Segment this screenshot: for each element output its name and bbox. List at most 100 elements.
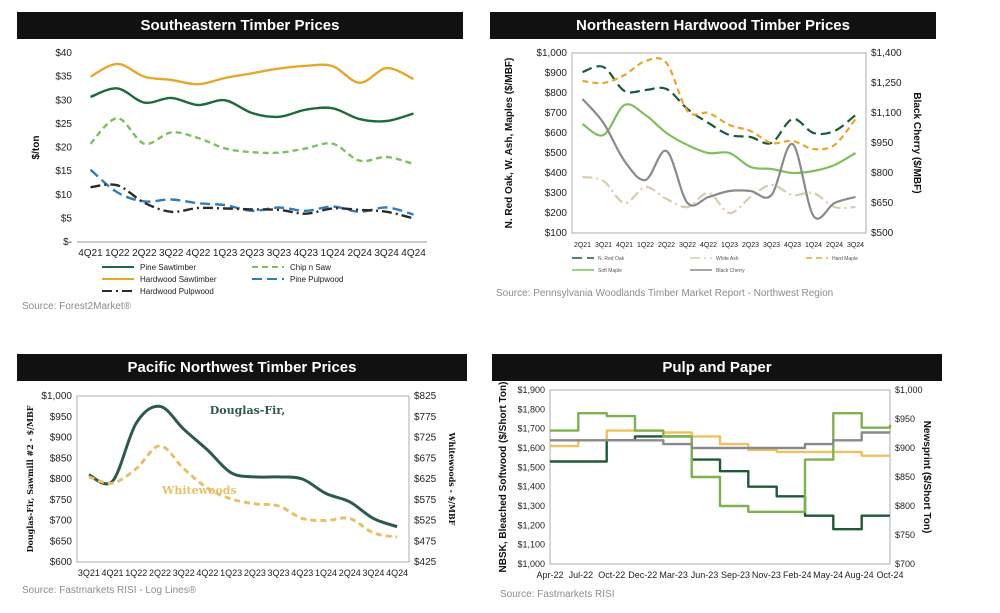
y-axis-label: NBSK, Bleached Softwood ($/Short Ton) [498, 382, 509, 573]
y2-tick-label: $950 [895, 414, 915, 424]
x-tick-label: 2Q22 [132, 248, 157, 259]
x-tick-label: 4Q24 [386, 568, 408, 578]
legend-label: Hardwood Sawtimber [140, 275, 217, 284]
pnw-chart-title: Pacific Northwest Timber Prices [17, 354, 467, 381]
y-tick-label: $5 [61, 213, 73, 224]
legend-label: N. Red Oak [598, 256, 625, 262]
y-tick-label: $200 [545, 208, 568, 219]
x-tick-label: 1Q23 [220, 568, 242, 578]
x-tick-label: 3Q24 [847, 242, 864, 249]
y-tick-label: $15 [55, 166, 72, 177]
x-tick-label: 3Q23 [267, 248, 292, 259]
y-tick-label: $100 [545, 228, 568, 239]
series-line-soft-maple [581, 103, 857, 175]
x-tick-label: 3Q22 [159, 248, 184, 259]
y2-tick-label: $1,000 [895, 385, 923, 395]
x-tick-label: 3Q21 [78, 568, 100, 578]
y2-tick-label: $900 [895, 443, 915, 453]
pulp-chart: $1,000 $1,100 $1,200 $1,300 $1,400 $1,500 $1,6… [498, 382, 932, 580]
y2-tick-label: $1,250 [871, 78, 902, 89]
y-tick-label: $900 [50, 433, 73, 444]
y-tick-label: $40 [55, 48, 72, 59]
x-tick-label: Apr-22 [536, 570, 563, 580]
x-tick-label: 3Q24 [362, 568, 384, 578]
y-tick-label: $1,300 [517, 501, 545, 511]
y2-tick-label: $500 [871, 228, 894, 239]
x-tick-label: Dec-22 [628, 570, 657, 580]
y-tick-label: $1,800 [517, 404, 545, 414]
x-tick-label: 2Q23 [244, 568, 266, 578]
pnw-source: Source: Fastmarkets RISI - Log Lines® [22, 585, 197, 596]
y-tick-label: $750 [50, 495, 73, 506]
series-line-hardwood-pulpwood [90, 183, 414, 220]
se-chart-title: Southeastern Timber Prices [17, 12, 463, 39]
y-tick-label: $600 [545, 128, 568, 139]
y2-tick-label: $850 [895, 472, 915, 482]
y2-axis-label: Black Cherry ($/MBF) [911, 92, 922, 193]
ne-chart-title: Northeastern Hardwood Timber Prices [490, 12, 936, 39]
y-tick-label: $1,200 [517, 520, 545, 530]
se-source: Source: Forest2Market® [22, 301, 132, 312]
y-tick-label: $1,000 [517, 559, 545, 569]
x-tick-label: 1Q23 [213, 248, 238, 259]
x-tick-label: 2Q22 [658, 242, 675, 249]
y-tick-label: $850 [50, 453, 73, 464]
x-tick-label: 1Q22 [125, 568, 147, 578]
y2-tick-label: $675 [414, 453, 437, 464]
y-tick-label: $25 [55, 119, 72, 130]
x-tick-label: 3Q24 [374, 248, 399, 259]
pulp-source: Source: Fastmarkets RISI [500, 589, 615, 600]
series-line-pine-pulpwood [89, 168, 414, 216]
y2-tick-label: $825 [414, 391, 437, 402]
x-tick-label: May-24 [813, 570, 843, 580]
y-tick-label: $700 [545, 108, 568, 119]
y2-tick-label: $800 [895, 501, 915, 511]
y-axis-label: $/ton [31, 136, 42, 160]
legend-label: Hardwood Pulpwood [140, 287, 214, 296]
legend-label: White Ash [716, 256, 739, 262]
x-tick-label: 4Q21 [78, 248, 103, 259]
y-tick-label: $- [63, 237, 72, 248]
x-tick-label: 2Q24 [347, 248, 372, 259]
x-tick-label: Oct-24 [876, 570, 903, 580]
y-tick-label: $400 [545, 168, 568, 179]
x-tick-label: 2Q24 [826, 242, 843, 249]
legend-label: Pine Sawtimber [140, 263, 196, 272]
pulp-chart-title: Pulp and Paper [492, 354, 942, 381]
series-annotation-whitewoods: Whitewoods [161, 484, 237, 497]
x-tick-label: Jun-23 [691, 570, 719, 580]
x-tick-label: 3Q21 [595, 242, 612, 249]
x-tick-label: 1Q22 [105, 248, 130, 259]
series-line-other-paper [550, 431, 890, 450]
x-tick-label: 3Q23 [268, 568, 290, 578]
legend-label: Black Cherry [716, 268, 745, 274]
legend-label: Pine Pulpwood [290, 275, 343, 284]
x-tick-label: Nov-23 [752, 570, 781, 580]
y-tick-label: $1,900 [517, 385, 545, 395]
x-tick-label: 3Q23 [763, 242, 780, 249]
series-line-hardwood-sawtimber [89, 62, 415, 86]
plot-frame [571, 52, 867, 234]
y-tick-label: $950 [50, 412, 73, 423]
x-tick-label: 4Q23 [291, 568, 313, 578]
series-line-chip-n-saw [89, 117, 414, 166]
y-tick-label: $300 [545, 188, 568, 199]
x-tick-label: 1Q24 [315, 568, 337, 578]
y-tick-label: $500 [545, 148, 568, 159]
y2-tick-label: $1,400 [871, 48, 902, 59]
y-tick-label: $800 [545, 88, 568, 99]
y2-tick-label: $1,100 [871, 108, 902, 119]
x-tick-label: 4Q22 [196, 568, 218, 578]
x-tick-label: 4Q21 [616, 242, 633, 249]
y-tick-label: $30 [55, 95, 72, 106]
x-tick-label: Sep-23 [721, 570, 750, 580]
y-axis-label: Douglas-Fir, Sawmill #2 - $/MBF [25, 405, 35, 552]
legend-label: Soft Maple [598, 268, 622, 274]
y-tick-label: $1,000 [536, 48, 567, 59]
x-tick-label: 2Q22 [149, 568, 171, 578]
y2-tick-label: $475 [414, 536, 437, 547]
y2-tick-label: $775 [414, 412, 437, 423]
x-tick-label: Jul-22 [569, 570, 594, 580]
plot-frame [76, 395, 410, 563]
